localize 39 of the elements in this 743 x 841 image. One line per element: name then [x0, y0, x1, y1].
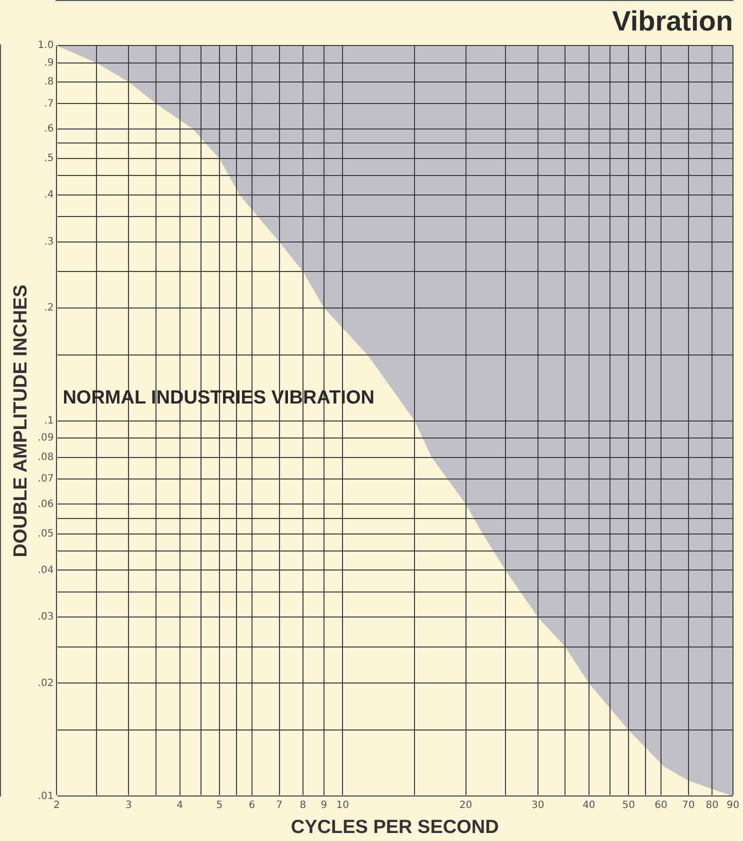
x-tick-label: 9: [320, 800, 328, 811]
x-tick-label: 80: [706, 800, 718, 811]
y-axis-title: DOUBLE AMPLITUDE INCHES: [10, 284, 32, 558]
x-tick-label: 30: [531, 800, 544, 811]
x-tick-label: 40: [582, 800, 596, 811]
y-tick-label: 1.0: [38, 40, 54, 52]
x-tick-label: 7: [276, 800, 282, 811]
x-tick-label: 90: [726, 800, 740, 811]
x-tick-label: 10: [336, 800, 350, 811]
x-tick-label: 5: [216, 800, 223, 811]
x-tick-label: 50: [622, 800, 635, 811]
y-tick-label: .1: [44, 415, 54, 426]
y-tick-label: .7: [44, 98, 54, 110]
x-tick-label: 4: [176, 800, 184, 811]
x-tick-label: 3: [126, 800, 132, 811]
x-tick-label: 2: [54, 800, 60, 811]
y-tick-label: .05: [38, 528, 54, 540]
x-tick-label: 6: [248, 800, 256, 811]
y-tick-label: .2: [44, 302, 54, 314]
y-tick-label: .06: [38, 498, 54, 510]
y-tick-label: .07: [38, 474, 54, 485]
x-axis-title: CYCLES PER SECOND: [290, 816, 499, 838]
chart-title: Vibration: [612, 6, 733, 37]
y-tick-label: .8: [44, 76, 54, 88]
x-tick-label: 60: [654, 800, 668, 811]
y-tick-label: .01: [38, 790, 54, 802]
y-tick-label: .08: [38, 452, 54, 463]
x-tick-label: 8: [300, 800, 306, 811]
y-tick-label: .03: [38, 612, 54, 623]
y-tick-label: .6: [44, 123, 54, 134]
y-tick-label: .5: [44, 153, 54, 164]
y-tick-label: .09: [38, 432, 54, 444]
y-tick-label: .4: [44, 190, 54, 201]
y-tick-label: .04: [38, 564, 54, 576]
y-tick-label: .02: [38, 678, 54, 689]
x-tick-label: 70: [682, 800, 695, 811]
x-tick-label: 20: [459, 800, 472, 811]
y-tick-label: .3: [44, 236, 54, 248]
y-tick-label: .9: [44, 57, 54, 68]
